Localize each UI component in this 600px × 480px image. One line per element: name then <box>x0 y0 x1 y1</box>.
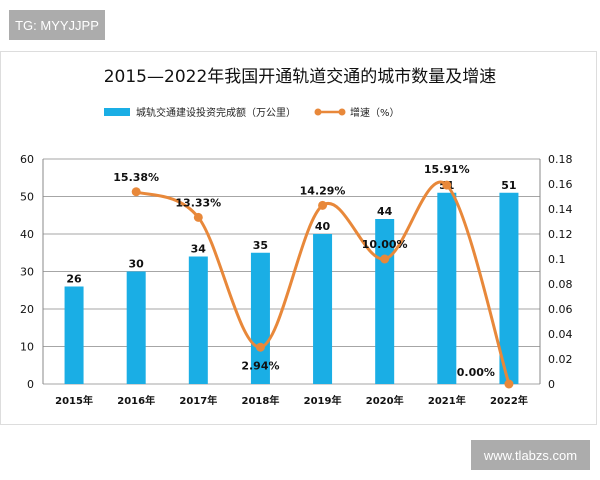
x-axis-tick: 2019年 <box>304 394 342 407</box>
bar-data-label: 51 <box>501 179 516 192</box>
legend-bar-swatch <box>104 108 130 116</box>
left-axis-tick: 10 <box>20 341 34 354</box>
growth-point <box>193 212 203 222</box>
bar-data-label: 34 <box>191 243 207 256</box>
growth-data-label: 10.00% <box>362 238 408 251</box>
bar <box>499 192 519 384</box>
legend-line-marker <box>338 108 346 116</box>
legend-line-label: 增速（%） <box>350 106 400 119</box>
x-axis-tick: 2020年 <box>366 394 404 407</box>
legend-bar-label: 城轨交通建设投资完成额（万公里） <box>136 106 296 119</box>
right-axis-tick: 0.1 <box>548 253 566 266</box>
left-axis-tick: 40 <box>20 228 34 241</box>
growth-point <box>442 180 452 190</box>
growth-data-label: 15.38% <box>113 171 159 184</box>
growth-point <box>380 254 390 264</box>
bar <box>250 252 270 384</box>
right-axis-tick: 0.16 <box>548 178 573 191</box>
right-axis-tick: 0 <box>548 378 555 391</box>
chart-frame <box>0 51 597 425</box>
bar-data-label: 30 <box>129 258 145 271</box>
left-axis-tick: 50 <box>20 191 34 204</box>
left-axis-tick: 60 <box>20 153 34 166</box>
bar-data-label: 26 <box>66 273 82 286</box>
x-axis-tick: 2017年 <box>179 394 217 407</box>
right-axis-tick: 0.04 <box>548 328 573 341</box>
bar-data-label: 40 <box>315 220 331 233</box>
bar <box>188 256 208 384</box>
growth-point <box>131 187 141 197</box>
right-axis-tick: 0.18 <box>548 153 573 166</box>
right-axis-tick: 0.08 <box>548 278 573 291</box>
bar <box>64 286 84 384</box>
x-axis-tick: 2022年 <box>490 394 528 407</box>
right-axis-tick: 0.12 <box>548 228 573 241</box>
x-axis-tick: 2015年 <box>55 394 93 407</box>
x-axis-tick: 2021年 <box>428 394 466 407</box>
growth-point <box>318 200 328 210</box>
growth-data-label: 14.29% <box>300 184 346 197</box>
legend-line-marker <box>314 108 322 116</box>
x-axis-tick: 2016年 <box>117 394 155 407</box>
growth-point <box>504 379 514 389</box>
right-axis-tick: 0.14 <box>548 203 573 216</box>
bar <box>437 192 457 384</box>
left-axis-tick: 30 <box>20 266 34 279</box>
bar <box>126 271 146 384</box>
left-axis-tick: 20 <box>20 303 34 316</box>
watermark-top-left: TG: MYYJJPP <box>9 10 105 40</box>
right-axis-tick: 0.06 <box>548 303 573 316</box>
bar-data-label: 44 <box>377 205 393 218</box>
growth-line <box>135 180 511 385</box>
bar <box>313 234 333 384</box>
x-axis-tick: 2018年 <box>242 394 280 407</box>
growth-data-label: 2.94% <box>241 359 279 372</box>
bar <box>375 219 395 384</box>
right-axis-tick: 0.02 <box>548 353 573 366</box>
growth-data-label: 15.91% <box>424 163 470 176</box>
growth-data-label: 13.33% <box>175 196 221 209</box>
growth-data-label: 0.00% <box>457 366 495 379</box>
growth-point <box>255 342 265 352</box>
watermark-bottom-right: www.tlabzs.com <box>471 440 590 470</box>
left-axis-tick: 0 <box>27 378 34 391</box>
bar-data-label: 35 <box>253 239 268 252</box>
chart-title: 2015—2022年我国开通轨道交通的城市数量及增速 <box>104 67 497 87</box>
